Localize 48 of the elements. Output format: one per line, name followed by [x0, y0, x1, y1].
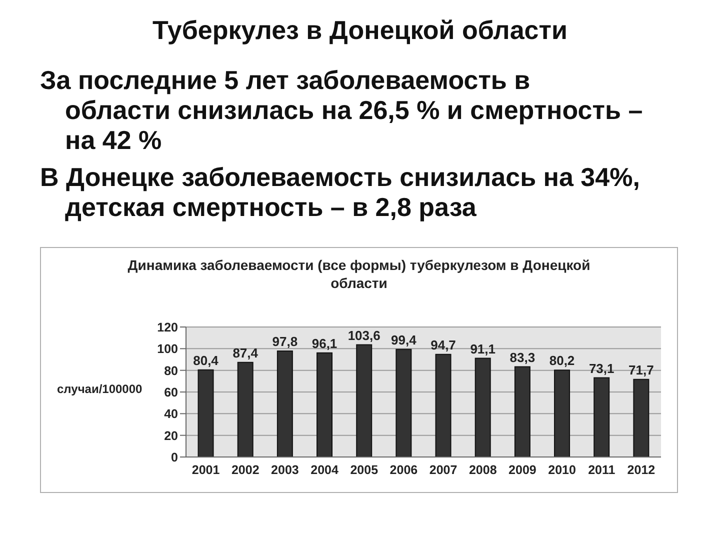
data-label: 103,6 [348, 328, 380, 343]
bar [237, 362, 254, 457]
x-tick-label: 2004 [310, 462, 338, 477]
y-tick-label: 120 [157, 320, 178, 334]
data-label: 96,1 [312, 336, 338, 351]
data-label: 73,1 [588, 360, 614, 376]
x-tick-label: 2012 [627, 462, 656, 477]
bar [276, 350, 293, 457]
y-tick-label: 80 [164, 364, 178, 378]
y-tick-label: 0 [171, 450, 178, 464]
bar [514, 366, 530, 457]
data-label: 83,3 [510, 350, 536, 365]
bar [396, 348, 412, 457]
bar [474, 358, 491, 457]
y-axis-title: случаи/100000 [57, 382, 142, 396]
chart-subtitle: Динамика заболеваемости (все формы) туберкулезом в Донецкой области [126, 256, 592, 292]
x-tick-label: 2001 [192, 462, 220, 477]
data-label: 91,1 [470, 341, 496, 356]
bar [198, 369, 214, 457]
x-tick-label: 2003 [271, 462, 299, 477]
data-label: 71,7 [628, 362, 654, 378]
data-label: 80,2 [549, 353, 575, 368]
y-tick-label: 40 [164, 407, 178, 422]
x-tick-label: 2007 [429, 462, 458, 477]
y-tick-label: 60 [164, 385, 178, 400]
y-tick-label: 100 [157, 342, 178, 356]
x-tick-label: 2006 [390, 462, 418, 477]
bar [435, 354, 452, 457]
text: В Донецке заболеваемость снизилась на 34%, детская смертность – в 2,8 раза [40, 162, 641, 222]
x-tick-label: 2005 [350, 462, 378, 477]
data-label: 97,8 [272, 334, 298, 350]
data-label: 87,4 [232, 345, 259, 360]
data-label: 94,7 [430, 337, 456, 352]
data-label: 99,4 [391, 332, 418, 348]
bar [356, 344, 372, 457]
bar [316, 352, 333, 457]
bar [554, 370, 570, 457]
data-label: 80,4 [193, 352, 220, 368]
bar [633, 378, 650, 457]
x-tick-label: 2002 [231, 462, 260, 477]
y-tick-label: 20 [164, 428, 178, 443]
bar [594, 377, 610, 457]
x-tick-label: 2011 [588, 462, 616, 477]
x-tick-label: 2009 [508, 462, 536, 477]
x-tick-label: 2008 [468, 462, 497, 477]
chart-title: Туберкулез в Донецкой области [152, 14, 568, 46]
x-tick-label: 2010 [548, 462, 576, 477]
text: За последние 5 лет заболеваемость в области снизилась на 26,5 % и смертность – на 42 % [40, 65, 644, 155]
